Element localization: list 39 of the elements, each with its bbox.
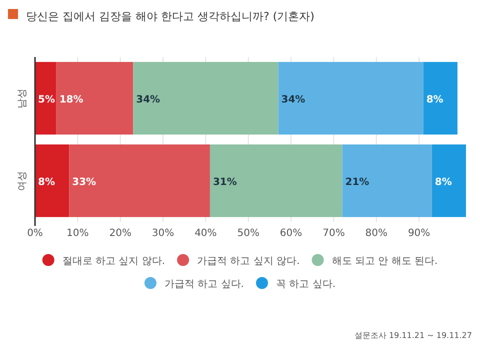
legend-label: 가급적 하고 싶지 않다. [197,256,300,267]
legend-label: 꼭 하고 싶다. [276,279,336,290]
x-tick-label: 10% [66,228,89,239]
x-tick-label: 40% [194,228,217,239]
data-label: 5% [38,94,55,106]
x-tick-label: 50% [237,228,260,239]
bar [56,62,134,135]
bar [35,144,70,218]
data-label: 8% [38,176,55,188]
bar [69,144,210,218]
x-tick-label: 30% [152,228,174,239]
y-tick-label: 여성 [17,170,28,191]
bar [133,62,278,135]
bar [423,62,458,135]
x-tick-label: 0% [27,228,43,239]
data-label: 8% [434,176,452,188]
data-label: 34% [281,94,306,106]
data-label: 31% [212,176,237,188]
chart-title: 당신은 집에서 김장을 해야 한다고 생각하십니까? (기혼자) [26,10,314,23]
legend-label: 가급적 하고 싶다. [164,279,244,290]
data-label: 18% [59,94,84,106]
x-tick-label: 90% [408,228,430,239]
bar [432,144,466,218]
bar [210,144,342,218]
data-label: 33% [72,176,96,188]
legend-label: 해도 되고 안 해도 된다. [332,256,438,267]
x-tick-label: 60% [280,228,302,239]
x-tick-label: 70% [322,228,345,239]
bar [278,62,424,135]
bar [342,144,432,218]
x-tick-label: 20% [109,228,132,239]
data-label: 21% [345,176,370,188]
y-tick-label: 남성 [17,88,28,108]
bar [35,62,56,135]
data-label: 8% [426,94,444,106]
data-label: 34% [136,94,160,106]
legend-label: 절대로 하고 싶지 않다. [62,256,166,267]
text: 설문조사 19.11.21 ~ 19.11.27 [354,331,472,340]
x-tick-label: 80% [365,228,388,239]
